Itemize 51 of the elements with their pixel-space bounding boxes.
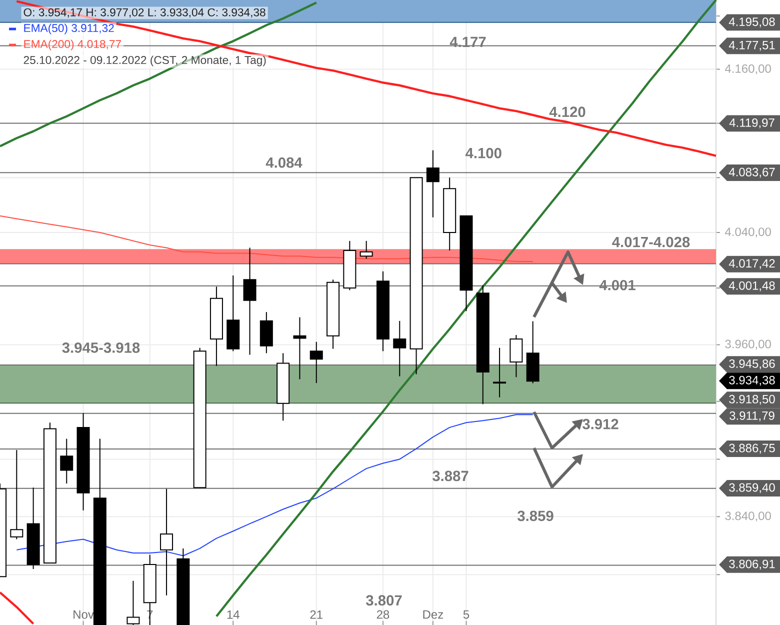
ref-line-label: 3.806,91 <box>729 560 775 570</box>
candlestick <box>360 240 373 260</box>
text: 3.934,38 <box>729 376 775 386</box>
y-tick-label: 4.160,00 <box>724 64 771 74</box>
annotation: 3.887 <box>432 470 468 482</box>
x-tick-label: Dez <box>423 610 443 619</box>
legend-label: EMA(50) 3.911,32 <box>24 24 114 34</box>
ref-line-label: 3.911,79 <box>730 411 774 422</box>
ref-line-label: 4.177,51 <box>728 41 775 51</box>
candlestick <box>293 316 306 380</box>
legend-label: EMA(200) 4.018,77 <box>24 40 121 50</box>
candlestick <box>493 347 506 398</box>
y-tick-label: 3.840,00 <box>725 512 771 522</box>
y-tick-label: 4.040,00 <box>724 228 771 238</box>
ref-line-label: 4.195,08 <box>728 18 775 28</box>
x-tick-label: 5 <box>463 610 470 619</box>
ref-line-label: 4.119,97 <box>729 118 774 128</box>
candlestick <box>243 247 256 356</box>
annotation: 4.120 <box>549 106 586 118</box>
ref-line-label: 3.859,40 <box>729 483 775 494</box>
text: O: 3.954,17 H: 3.977,02 L: 3.933,04 C: 3.934,38 <box>24 8 266 18</box>
annotation: 4.084 <box>266 157 302 168</box>
candlestick <box>393 320 406 377</box>
ref-line-label: 3.886,75 <box>729 444 775 454</box>
annotation: 4.100 <box>466 148 502 158</box>
annotation: 4.177 <box>450 36 486 47</box>
line-series <box>0 2 318 148</box>
annotation: 3.859 <box>517 510 554 522</box>
x-tick-label: Nov <box>74 610 94 619</box>
y-tick-label: 3.960,00 <box>725 340 771 350</box>
annotation: 3.807 <box>366 595 402 606</box>
band-label: 3.945-3.918 <box>62 342 140 353</box>
x-tick-label: 21 <box>310 610 322 619</box>
ref-line-label: 4.017,42 <box>728 259 775 270</box>
ref-line-label: 3.918,50 <box>729 394 775 405</box>
candlestick <box>510 334 523 378</box>
annotation: 3.912 <box>582 418 618 430</box>
band-label: 4.017-4.028 <box>612 236 690 248</box>
candlestick <box>10 450 24 540</box>
candlestick <box>60 438 74 484</box>
candlestick <box>310 341 323 384</box>
line-series <box>16 0 718 157</box>
x-tick-label: 14 <box>227 610 240 619</box>
x-tick-label: 28 <box>376 610 390 619</box>
candlestick <box>126 580 140 625</box>
ref-line-label: 3.945,86 <box>729 359 775 370</box>
text: 25.10.2022 - 09.12.2022 (CST, 2 Monate, 1 Tag) <box>24 56 266 66</box>
candlestick <box>426 150 440 218</box>
ref-line-label: 4.083,67 <box>728 168 775 178</box>
ref-line-label: 4.001,48 <box>728 281 775 292</box>
candlestick <box>160 488 174 596</box>
